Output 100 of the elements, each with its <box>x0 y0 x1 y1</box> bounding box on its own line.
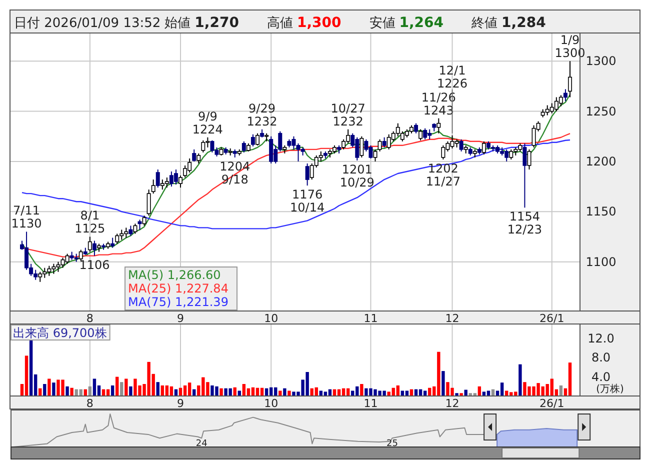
bar <box>129 386 132 396</box>
bar <box>120 382 124 396</box>
bar <box>360 384 364 396</box>
x-tick-label: 24 <box>196 439 208 449</box>
candlestick <box>210 140 214 153</box>
bar <box>568 362 572 396</box>
x-tick-label: 12 <box>445 312 460 325</box>
bar <box>43 384 46 396</box>
candlestick <box>269 136 274 164</box>
x-tick-label: 25 <box>386 439 398 449</box>
bar <box>220 388 223 396</box>
annotation: 1176 10/14 <box>290 188 325 215</box>
bar <box>156 382 160 396</box>
candlestick <box>156 168 160 188</box>
candlestick <box>201 140 206 153</box>
candlestick <box>360 136 364 158</box>
bar <box>188 382 192 396</box>
x-tick-label: 8 <box>86 397 94 410</box>
candlestick <box>305 162 310 186</box>
candlestick <box>183 164 188 178</box>
candlestick <box>115 233 120 244</box>
candlestick <box>373 148 378 162</box>
candlestick <box>174 168 178 186</box>
text: 始値 <box>164 16 191 31</box>
annotation: 10/27 1232 <box>330 101 366 128</box>
text: 日付 2026/01/09 13:52 <box>14 16 161 31</box>
candlestick <box>414 122 418 134</box>
text: MA(75) 1,221.39 <box>128 295 228 309</box>
candlestick <box>78 249 83 262</box>
candlestick <box>146 189 151 216</box>
text: 安値 <box>369 15 396 31</box>
y-tick-label: 1250 <box>586 104 616 118</box>
candlestick <box>418 128 423 141</box>
bar <box>455 393 458 396</box>
text: 1,270 <box>194 15 240 31</box>
text: 1,300 <box>296 15 342 31</box>
bar <box>518 364 522 396</box>
x-tick-label: 26/1 <box>540 312 564 325</box>
bar <box>116 376 119 396</box>
candlestick <box>250 134 255 147</box>
text: 1,264 <box>399 15 444 31</box>
annotation: 1106 <box>79 258 110 272</box>
y-tick-label: 1300 <box>586 54 616 68</box>
text: 終値 <box>470 16 498 31</box>
annotation: 9/9 1224 <box>192 109 223 136</box>
text: 高値 <box>266 15 293 31</box>
candlestick <box>142 215 146 226</box>
x-tick-label: 8 <box>86 312 94 325</box>
bar <box>288 390 291 396</box>
x-tick-label: 26/1 <box>540 397 564 410</box>
annotation: 7/11 1130 <box>11 204 42 231</box>
candlestick <box>151 179 156 194</box>
candlestick <box>527 148 532 170</box>
candlestick <box>133 223 138 234</box>
candlestick <box>558 94 563 107</box>
candlestick <box>522 142 527 208</box>
bar <box>29 338 33 396</box>
bar <box>283 388 286 396</box>
x-tick-label: 10 <box>264 397 278 410</box>
candlestick <box>423 128 428 140</box>
candlestick <box>563 88 568 102</box>
candlestick <box>138 219 142 230</box>
candlestick <box>382 136 386 148</box>
x-tick-label: 9 <box>177 397 184 410</box>
annotation: 1201 10/29 <box>340 162 374 190</box>
candlestick <box>88 236 92 252</box>
x-tick-label: 12 <box>445 397 460 410</box>
x-tick-label: 11 <box>364 397 378 410</box>
candlestick <box>65 253 70 264</box>
x-tick-label: 9 <box>177 312 184 325</box>
bar <box>442 371 445 396</box>
candlestick <box>509 148 514 160</box>
annotation: 9/29 1232 <box>246 101 278 128</box>
candlestick <box>342 138 346 150</box>
y-tick-label: 1150 <box>586 204 616 219</box>
annotation: 1202 11/27 <box>426 161 460 188</box>
x-tick-label: 11 <box>364 312 378 325</box>
candlestick <box>92 240 96 256</box>
candlestick <box>128 225 133 236</box>
bar <box>24 356 28 396</box>
candlestick <box>378 138 382 152</box>
candlestick <box>242 140 246 153</box>
y-tick-label: 4.0 <box>591 370 611 384</box>
candlestick <box>482 140 486 155</box>
candlestick <box>38 271 42 282</box>
candlestick <box>110 237 115 248</box>
candlestick <box>196 152 201 164</box>
y-tick-label: 1200 <box>586 154 616 168</box>
bar <box>52 382 56 396</box>
candlestick <box>568 60 572 98</box>
y-axis-title: (万株) <box>596 383 624 395</box>
candlestick <box>436 118 441 134</box>
bar <box>460 393 463 396</box>
text: MA(25) 1,227.84 <box>128 282 228 296</box>
bar <box>242 384 246 396</box>
annotation: 8/1 1125 <box>74 208 106 236</box>
x-tick-label: 10 <box>264 312 278 325</box>
text: 1,284 <box>502 15 546 31</box>
annotation: 1154 12/23 <box>507 210 542 237</box>
candlestick <box>192 148 196 162</box>
